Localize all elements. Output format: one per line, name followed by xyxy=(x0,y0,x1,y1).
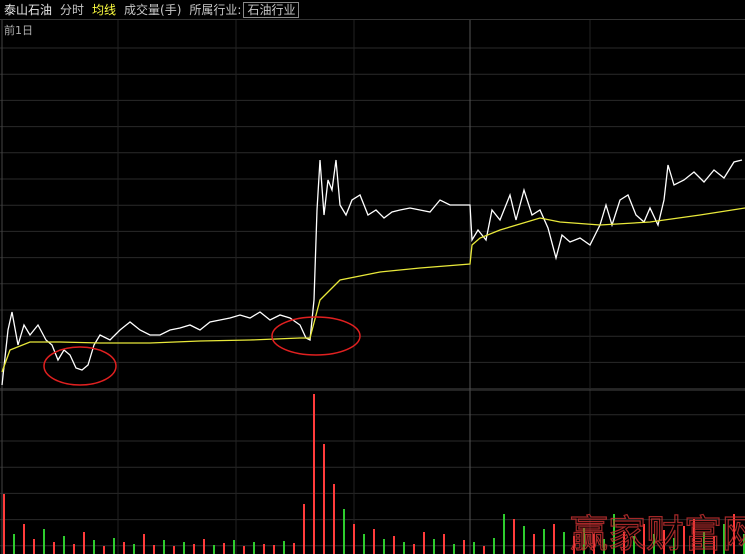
industry[interactable]: 石油行业 xyxy=(243,1,300,18)
volume-bar xyxy=(523,526,525,554)
volume-bar xyxy=(713,536,715,554)
volume-bar xyxy=(313,394,315,554)
volume-bar xyxy=(293,543,295,554)
watermark: 赢家财富网 xyxy=(570,512,745,554)
volume-bar xyxy=(403,542,405,554)
volume-bar xyxy=(453,544,455,554)
toolbar: 泰山石油 分时 均线 成交量(手) 所属行业: 石油行业 xyxy=(0,0,745,20)
volume-bar xyxy=(323,444,325,554)
volume-bar xyxy=(613,514,615,554)
volume-bar xyxy=(373,529,375,554)
volume-bar xyxy=(563,532,565,554)
volume-bar xyxy=(203,539,205,554)
volume-bar xyxy=(13,534,15,554)
volume-bar xyxy=(393,536,395,554)
volume-bar xyxy=(683,526,685,554)
tab[interactable]: 分时 xyxy=(60,3,85,17)
volume-bar xyxy=(243,546,245,554)
volume-bar xyxy=(93,540,95,554)
volume-bar xyxy=(543,529,545,554)
volume-bar xyxy=(133,544,135,554)
volume-bar xyxy=(113,538,115,554)
volume-bar xyxy=(463,540,465,554)
volume-bar xyxy=(383,539,385,554)
volume-bar xyxy=(723,524,725,554)
volume-bar xyxy=(253,542,255,554)
volume-bar xyxy=(103,546,105,554)
volume-bar xyxy=(193,544,195,554)
volume-bar xyxy=(703,532,705,554)
volume-bar xyxy=(473,542,475,554)
volume-bar xyxy=(73,544,75,554)
volume-bar xyxy=(353,524,355,554)
annotation-circle xyxy=(271,316,361,356)
volume-bar xyxy=(423,532,425,554)
volume-bar xyxy=(233,540,235,554)
volume-bar xyxy=(573,536,575,554)
volume-bar xyxy=(503,514,505,554)
volume-bar xyxy=(653,534,655,554)
volume-bar xyxy=(143,534,145,554)
volume-bar xyxy=(213,545,215,554)
volume-bar xyxy=(163,540,165,554)
volume-bar xyxy=(493,538,495,554)
tab[interactable]: 成交量(手) xyxy=(124,3,182,17)
price-line xyxy=(1,159,743,386)
average-line xyxy=(1,207,745,373)
volume-bar xyxy=(123,542,125,554)
volume-bar xyxy=(23,524,25,554)
stock-name: 泰山石油 xyxy=(4,3,53,17)
volume-bar xyxy=(583,528,585,554)
volume-bar xyxy=(63,536,65,554)
volume-bar xyxy=(333,484,335,554)
volume-bar xyxy=(673,538,675,554)
volume-bar xyxy=(283,541,285,554)
tab[interactable]: 均线 xyxy=(92,3,117,17)
volume-bar xyxy=(483,546,485,554)
volume-bar xyxy=(363,534,365,554)
volume-bar xyxy=(633,536,635,554)
volume-bar xyxy=(183,542,185,554)
volume-bar xyxy=(693,519,695,554)
volume-bar xyxy=(223,543,225,554)
volume-bar xyxy=(663,530,665,554)
volume-bar xyxy=(433,539,435,554)
volume-bar xyxy=(173,546,175,554)
volume-bar xyxy=(263,544,265,554)
volume-bar xyxy=(53,542,55,554)
volume-bar xyxy=(553,524,555,554)
industry-label: 所属行业: xyxy=(189,3,242,17)
volume-bar xyxy=(3,494,5,554)
volume-bar xyxy=(643,524,645,554)
volume-bar xyxy=(303,504,305,554)
grid xyxy=(0,20,745,554)
volume-bar xyxy=(623,532,625,554)
volume-bar xyxy=(443,534,445,554)
volume-bar xyxy=(43,529,45,554)
volume-bar xyxy=(33,539,35,554)
volume-bar xyxy=(273,545,275,554)
volume-bar xyxy=(733,514,735,554)
volume-bar xyxy=(603,539,605,554)
volume-bar xyxy=(593,534,595,554)
volume-bar xyxy=(83,532,85,554)
volume-bar xyxy=(743,534,745,554)
period-label: 前1日 xyxy=(4,23,33,37)
volume-bar xyxy=(343,509,345,554)
volume-bar xyxy=(533,534,535,554)
annotation-circle xyxy=(43,346,117,386)
volume-bar xyxy=(513,519,515,554)
chart: 前1日 赢家财富网 xyxy=(0,20,745,554)
volume-bar xyxy=(153,545,155,554)
volume-bar xyxy=(413,544,415,554)
